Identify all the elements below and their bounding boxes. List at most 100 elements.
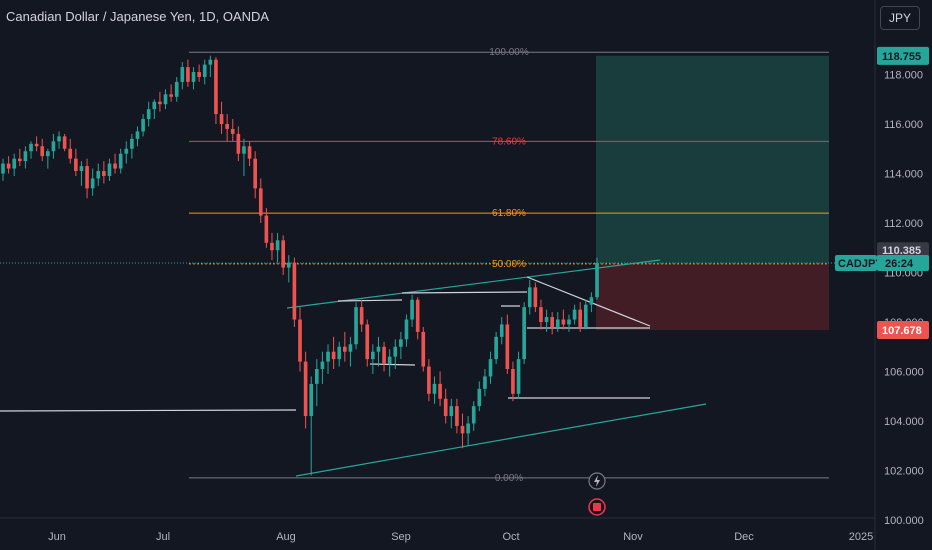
x-tick-label: Dec: [734, 531, 754, 543]
candle-body: [275, 240, 280, 251]
candle-body: [219, 114, 224, 124]
channel-lower-line: [295, 403, 707, 477]
candle-body: [544, 317, 549, 322]
candle-body: [6, 163, 11, 169]
candle-body: [567, 319, 571, 325]
y-tick-label: 100.000: [884, 515, 924, 527]
candle-body: [152, 101, 157, 110]
triangle-upper-line: [526, 276, 651, 327]
fib-level-label: 100.00%: [489, 47, 529, 58]
candle-body: [298, 319, 302, 362]
candle-body: [23, 151, 28, 162]
candle-body: [354, 307, 358, 345]
candle-body: [141, 119, 145, 132]
fib-level-label: 0.00%: [495, 473, 523, 484]
candle-body: [314, 369, 319, 384]
candle-body: [242, 146, 246, 154]
candle-body: [522, 307, 526, 360]
candle-body: [331, 351, 336, 360]
candle-body: [511, 369, 515, 394]
candle-body: [421, 331, 426, 367]
candle-body: [443, 398, 448, 417]
candle-body: [258, 188, 263, 216]
currency-button[interactable]: JPY: [880, 6, 920, 30]
candle-body: [90, 178, 95, 189]
candle-body: [382, 346, 386, 365]
candle-body: [516, 359, 521, 394]
candle-body: [180, 67, 185, 82]
candle-body: [236, 133, 241, 154]
chart-title: Canadian Dollar / Japanese Yen, 1D, OAND…: [6, 9, 270, 24]
candle-body: [595, 262, 599, 298]
range-top-line: [401, 291, 528, 294]
candle-body: [477, 388, 482, 407]
candle-body: [113, 163, 117, 169]
candle-body: [438, 383, 442, 399]
stop-zone: [596, 262, 829, 330]
candle-body: [68, 148, 73, 159]
candle-body: [174, 81, 179, 97]
target-zone: [596, 55, 829, 263]
range-bottom-line: [369, 363, 416, 366]
candle-body: [466, 423, 470, 434]
x-tick-label: Aug: [276, 531, 296, 543]
candle-body: [292, 262, 297, 320]
candle-body: [589, 297, 594, 305]
candle-body: [191, 72, 196, 82]
stop-price-tag-bg: [877, 320, 929, 339]
candle-body: [107, 163, 112, 176]
candle-body: [561, 319, 566, 325]
candle-body: [376, 346, 381, 352]
horizontal-support-line: [0, 409, 297, 412]
candle-body: [460, 425, 465, 434]
candle-body: [483, 376, 487, 389]
candle-body: [202, 64, 207, 77]
candle-body: [118, 153, 123, 169]
candle-body: [40, 146, 45, 157]
candle-body: [505, 324, 510, 370]
candle-body: [57, 136, 61, 142]
candle-body: [455, 406, 459, 426]
candle-body: [572, 309, 577, 320]
candle-body: [79, 166, 84, 172]
candle-body: [337, 346, 342, 360]
candle-body: [387, 356, 392, 365]
candle-body: [146, 109, 151, 120]
candle-body: [135, 131, 140, 139]
lightning-glyph-icon: [594, 475, 600, 487]
candle-body: [371, 351, 375, 360]
candle-body: [197, 72, 201, 77]
x-tick-label: Oct: [502, 531, 519, 543]
candle-body: [326, 351, 330, 362]
candle-body: [432, 383, 437, 394]
candle-body: [404, 319, 409, 340]
countdown-tag-bg: [877, 254, 929, 271]
candle-body: [1, 163, 5, 174]
symbol-tag-bg: [835, 254, 877, 271]
candle-body: [62, 136, 67, 149]
candle-body: [85, 166, 89, 189]
fib-level-label: 50.00%: [492, 259, 526, 270]
x-tick-label: Sep: [391, 531, 411, 543]
candle-body: [264, 215, 269, 243]
fib-level-label: 61.80%: [492, 208, 526, 219]
y-tick-label: 106.000: [884, 367, 924, 379]
candle-body: [230, 128, 235, 134]
candle-body: [253, 158, 257, 189]
candle-body: [550, 317, 554, 327]
flag-glyph-icon: [593, 503, 601, 511]
candle-body: [12, 158, 17, 169]
candle-body: [533, 287, 538, 308]
candle-body: [29, 143, 33, 152]
candle-body: [130, 138, 134, 149]
candle-body: [320, 361, 325, 370]
y-tick-label: 104.000: [884, 416, 924, 428]
target-price-tag-bg: [877, 46, 929, 65]
candle-body: [499, 324, 504, 337]
fib-level-label: 78.60%: [492, 136, 526, 147]
y-tick-label: 118.000: [884, 70, 923, 82]
candle-body: [365, 324, 370, 360]
candle-body: [303, 361, 308, 417]
candle-body: [393, 346, 398, 357]
